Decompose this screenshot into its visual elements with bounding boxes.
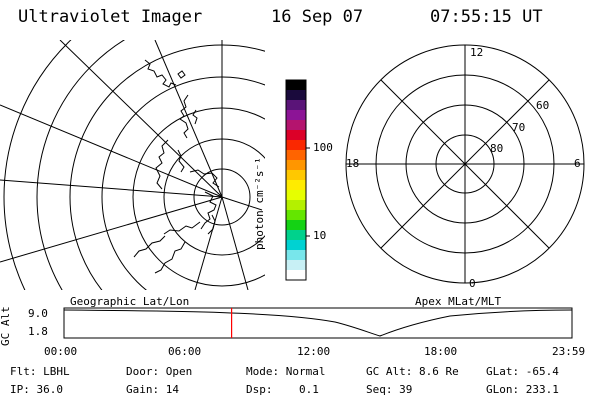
- timeline-tick-1: 06:00: [168, 345, 202, 358]
- colorbar-tick-100: 100: [313, 141, 333, 154]
- mlt-plot-caption: Apex MLat/MLT: [415, 295, 502, 308]
- colorbar-band: [286, 190, 306, 201]
- colorbar-band: [286, 220, 306, 231]
- colorbar-tick-10: 10: [313, 229, 327, 242]
- timeline-ymin: 1.8: [28, 325, 48, 338]
- status-gain: Gain: 14: [126, 383, 179, 396]
- colorbar-band: [286, 100, 306, 111]
- timeline-tick-0: 00:00: [44, 345, 78, 358]
- observation-time: 07:55:15 UT: [430, 7, 543, 27]
- mlat-mlt-polar-plot: [345, 44, 585, 284]
- altitude-timeline: [63, 307, 573, 339]
- instrument-title: Ultraviolet Imager: [18, 7, 203, 27]
- colorbar-band: [286, 250, 306, 261]
- colorbar-band: [286, 200, 306, 211]
- colorbar-band: [286, 170, 306, 181]
- status-glat: GLat: -65.4: [486, 365, 559, 378]
- status-filter: Flt: LBHL: [10, 365, 70, 378]
- colorbar-band: [286, 110, 306, 121]
- mlt-label-noon: 12: [470, 46, 484, 59]
- colorbar-band: [286, 240, 306, 251]
- status-dsp: Dsp: 0.1: [246, 383, 319, 396]
- colorbar-band: [286, 120, 306, 131]
- colorbar-band: [286, 90, 306, 101]
- timeline-tick-2: 12:00: [297, 345, 331, 358]
- timeline-tick-4: 23:59: [552, 345, 586, 358]
- colorbar-frame: [285, 79, 307, 281]
- status-seq: Seq: 39: [366, 383, 413, 396]
- colorbar-band: [286, 260, 306, 271]
- colorbar-band: [286, 180, 306, 191]
- geo-map-caption: Geographic Lat/Lon: [70, 295, 190, 308]
- status-ip: IP: 36.0: [10, 383, 63, 396]
- colorbar-band: [286, 140, 306, 151]
- mlt-label-dawn: 6: [574, 157, 581, 170]
- longitude-lines: [0, 40, 263, 290]
- mlat-label-60: 60: [536, 99, 550, 112]
- colorbar-band: [286, 230, 306, 241]
- mlat-label-70: 70: [512, 121, 526, 134]
- timeline-ylabel: GC Alt: [0, 306, 12, 346]
- colorbar-band: [286, 150, 306, 161]
- mlt-label-midnight: 0: [469, 277, 476, 290]
- colorbar-band: [286, 270, 306, 281]
- color-scale-bar: [285, 79, 310, 281]
- colorbar-band: [286, 210, 306, 221]
- observation-date: 16 Sep 07: [271, 7, 364, 27]
- coastline: [133, 59, 220, 274]
- status-door: Door: Open: [126, 365, 193, 378]
- colorbar-band: [286, 130, 306, 141]
- timeline-tick-3: 18:00: [424, 345, 458, 358]
- mlat-label-80: 80: [490, 142, 504, 155]
- colorbar-unit-label: photon cm⁻²s⁻¹: [253, 157, 266, 250]
- status-mode: Mode: Normal: [246, 365, 326, 378]
- colorbar-band: [286, 160, 306, 171]
- status-glon: GLon: 233.1: [486, 383, 559, 396]
- timeline-ymax: 9.0: [28, 307, 48, 320]
- status-gc-alt: GC Alt: 8.6 Re: [366, 365, 459, 378]
- colorbar-band: [286, 80, 306, 91]
- mlt-label-dusk: 18: [346, 157, 360, 170]
